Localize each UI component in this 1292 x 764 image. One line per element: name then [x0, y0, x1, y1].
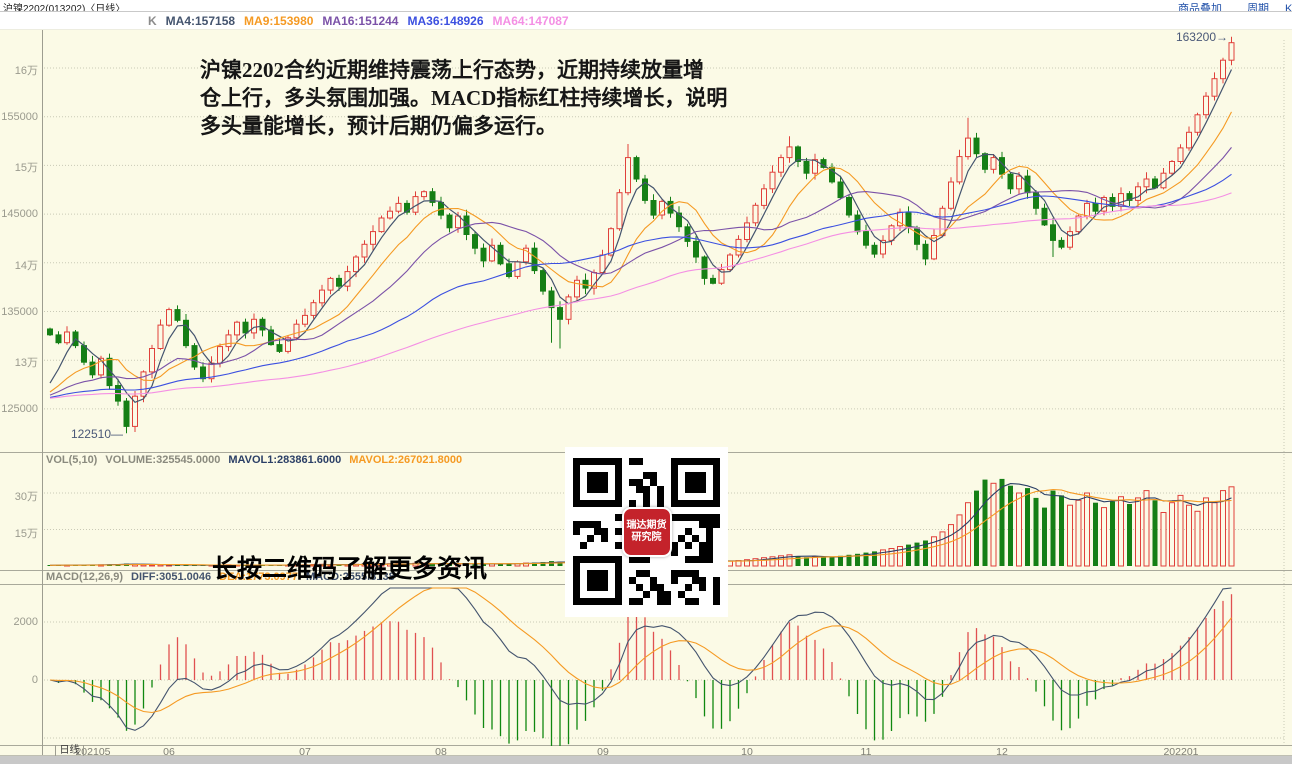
analyst-note-line: 沪镍2202合约近期维持震荡上行态势，近期持续放量增 [200, 58, 704, 82]
diff-value: DIFF:3051.0046 [131, 571, 212, 583]
analyst-note: 沪镍2202合约近期维持震荡上行态势，近期持续放量增 仓上行，多头氛围加强。MA… [200, 56, 727, 140]
vol-params-label: VOL(5,10) [46, 454, 98, 466]
mavol2-value: MAVOL2:267021.8000 [349, 454, 463, 466]
ma-value: MA16:151244 [322, 13, 399, 28]
menu-item-period[interactable]: 周期 [1247, 3, 1269, 12]
macd-params-label: MACD(12,26,9) [46, 571, 124, 583]
qr-caption: 长按二维码了解更多资讯 [212, 556, 488, 583]
volume-header: VOL(5,10) VOLUME:325545.0000 MAVOL1:2838… [46, 454, 462, 466]
ma-value: MA9:153980 [244, 13, 314, 28]
qr-center-logo: 瑞达期货 研究院 [621, 507, 672, 557]
indicator-k-label: K [148, 13, 157, 28]
ma-value: MA36:148926 [407, 13, 484, 28]
contract-title: 沪镍2202(013202)〈日线〉 [3, 4, 126, 12]
qr-logo-line2: 研究院 [631, 532, 662, 543]
analyst-note-line: 多头量能增长，预计后期仍偏多运行。 [200, 114, 557, 138]
period-selector[interactable]: 日线 [55, 745, 84, 756]
bottom-scrollbar[interactable] [0, 756, 1292, 764]
ma-values: MA4:157158 MA9:153980 MA16:151244 MA36:1489… [166, 14, 569, 28]
qr-code: 瑞达期货 研究院 [565, 447, 728, 617]
ma-value: MA64:147087 [492, 13, 569, 28]
dea-value: DEA:1773.0977 [219, 571, 299, 583]
macd-header: MACD(12,26,9) DIFF:3051.0046 DEA:1773.09… [46, 571, 395, 583]
mavol1-value: MAVOL1:283861.6000 [228, 454, 342, 466]
indicator-value-bar: K MA4:157158 MA9:153980 MA16:151244 MA36:14… [0, 12, 1292, 30]
volume-value: VOLUME:325545.0000 [105, 454, 221, 466]
title-bar: 沪镍2202(013202)〈日线〉 商品叠加 周期 K线 [0, 0, 1292, 12]
analyst-note-line: 仓上行，多头氛围加强。MACD指标红柱持续增长，说明 [200, 86, 728, 110]
macd-value: MACD:2555.8138 [306, 571, 395, 583]
ma-value: MA4:157158 [165, 13, 236, 28]
menu-item-kline-clipped[interactable]: K线 [1285, 3, 1292, 12]
qr-logo-line1: 瑞达期货 [626, 520, 667, 531]
menu-item-overlay[interactable]: 商品叠加 [1178, 3, 1222, 12]
